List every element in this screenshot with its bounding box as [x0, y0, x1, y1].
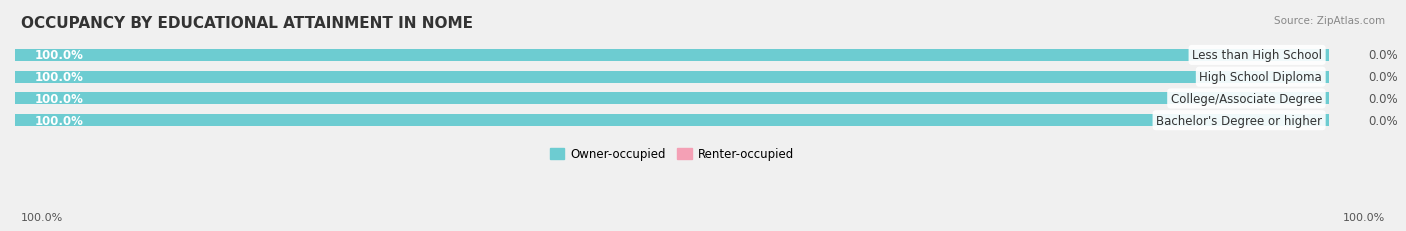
- Text: 0.0%: 0.0%: [1368, 114, 1398, 127]
- Text: 0.0%: 0.0%: [1368, 93, 1398, 106]
- Text: Source: ZipAtlas.com: Source: ZipAtlas.com: [1274, 16, 1385, 26]
- Text: 100.0%: 100.0%: [35, 93, 83, 106]
- Text: College/Associate Degree: College/Associate Degree: [1171, 93, 1322, 106]
- Bar: [15, 50, 1329, 62]
- Bar: [15, 93, 1329, 105]
- Bar: [1329, 50, 1361, 62]
- Text: 100.0%: 100.0%: [21, 212, 63, 222]
- Text: Bachelor's Degree or higher: Bachelor's Degree or higher: [1156, 114, 1322, 127]
- Bar: [1329, 71, 1361, 83]
- Text: 0.0%: 0.0%: [1368, 49, 1398, 62]
- Bar: [15, 71, 1329, 83]
- Text: High School Diploma: High School Diploma: [1199, 71, 1322, 84]
- Text: 100.0%: 100.0%: [35, 49, 83, 62]
- Text: 100.0%: 100.0%: [35, 114, 83, 127]
- Text: 100.0%: 100.0%: [35, 71, 83, 84]
- Text: 100.0%: 100.0%: [1343, 212, 1385, 222]
- Text: Less than High School: Less than High School: [1192, 49, 1322, 62]
- Bar: [15, 115, 1329, 127]
- Bar: [15, 50, 1329, 62]
- Bar: [1329, 115, 1361, 127]
- Text: 0.0%: 0.0%: [1368, 71, 1398, 84]
- Bar: [1329, 93, 1361, 105]
- Legend: Owner-occupied, Renter-occupied: Owner-occupied, Renter-occupied: [546, 143, 799, 165]
- Bar: [15, 71, 1329, 83]
- Text: OCCUPANCY BY EDUCATIONAL ATTAINMENT IN NOME: OCCUPANCY BY EDUCATIONAL ATTAINMENT IN N…: [21, 16, 472, 31]
- Bar: [15, 115, 1329, 127]
- Bar: [15, 93, 1329, 105]
